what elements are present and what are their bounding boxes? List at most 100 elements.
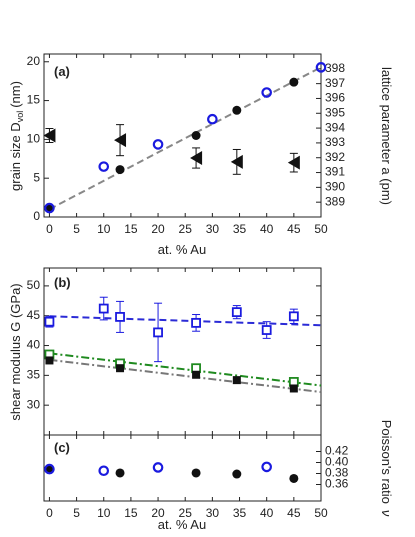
x-tick-label: 30 [206,222,220,236]
data-point [261,325,272,335]
fit-line [49,315,322,327]
y-tick-label: 40 [27,338,41,352]
x-tick-label: 25 [179,506,193,520]
y2-tick-label: 392 [325,150,345,164]
y2-tick-label: 396 [325,91,345,105]
data-point [114,133,127,148]
data-point [116,364,125,373]
panel-a-y2label: lattice parameter a (pm) [379,67,394,205]
data-point [98,303,109,314]
y-tick-label: 20 [27,54,41,68]
data-point [315,62,327,73]
x-tick-label: 25 [179,222,193,236]
data-point [44,463,55,475]
y2-tick-label: 390 [325,180,345,194]
x-tick-label: 15 [124,222,138,236]
y2-tick-label: 395 [325,105,345,119]
fit-line [49,358,322,394]
x-tick-label: 10 [97,222,111,236]
data-point [261,461,272,473]
panel-c-frame [43,434,322,502]
x-tick-label: 40 [260,506,274,520]
panel-a-frame [43,53,322,218]
data-point [153,327,163,338]
x-tick-label: 30 [206,506,220,520]
data-point [44,202,55,214]
fit-line [48,66,322,211]
x-tick-label: 5 [73,222,80,236]
data-point [287,155,300,170]
x-tick-label: 45 [287,506,301,520]
y2-tick-label: 397 [325,76,345,90]
data-point [261,87,272,98]
y2-tick-label: 394 [325,120,345,134]
y2-tick-label: 0.36 [325,477,349,491]
x-tick-label: 50 [314,222,328,236]
y2-tick-label: 398 [325,61,345,75]
data-point [232,105,242,115]
data-point [232,469,242,479]
data-point [44,316,55,327]
data-point [98,465,110,477]
x-tick-label: 0 [46,506,53,520]
data-point [152,462,164,473]
panel-c-xlabel: at. % Au [158,517,206,532]
data-point [231,307,242,318]
x-tick-label: 35 [233,222,247,236]
y2-tick-label: 0.40 [325,455,349,469]
data-point [190,151,203,166]
data-point [44,203,54,213]
panel-c-y2label: Poisson's ratioν [379,420,394,517]
data-point [98,161,110,172]
data-point [115,468,125,478]
data-point [230,154,243,169]
x-tick-label: 20 [151,222,165,236]
x-tick-label: 40 [260,222,274,236]
y-tick-label: 50 [27,278,41,292]
panel-a-ylabel: grain size Dvol(nm) [8,81,25,191]
panel-c: (c) Poisson's ratioν at. % Au 0 5 10 15 20 25… [43,420,394,532]
data-point [192,370,201,379]
y2-tick-label: 0.42 [325,444,349,458]
data-point [115,165,125,175]
panel-c-tag: (c) [54,440,70,455]
y2-tick-label: 391 [325,165,345,179]
fit-line [49,352,322,387]
data-point [289,77,299,87]
x-tick-label: 45 [287,222,301,236]
data-point [43,128,56,143]
data-point [289,384,298,393]
data-point [115,312,125,322]
panel-a: (a) grain size Dvol(nm) lattice paramete… [8,53,394,257]
data-point [152,139,164,150]
y-tick-label: 30 [27,397,41,411]
data-point [207,113,218,125]
y-tick-label: 0 [33,209,40,223]
data-point [45,356,54,365]
y-tick-label: 45 [27,308,41,322]
x-tick-label: 35 [233,506,247,520]
panel-a-xlabel: at. % Au [158,242,206,257]
y2-tick-label: 389 [325,194,345,208]
x-tick-label: 50 [314,506,328,520]
data-point [288,311,299,322]
data-point [191,131,201,140]
x-tick-label: 20 [151,506,165,520]
panel-b-frame [43,267,322,436]
panel-b-ylabel: shear modulus G (GPa) [8,283,23,420]
x-tick-label: 15 [124,506,138,520]
panel-b: (b) shear modulus G (GPa) 30 35 40 45 50 [8,267,322,436]
y-tick-label: 5 [33,170,40,184]
data-point [191,317,201,328]
x-tick-label: 10 [97,506,111,520]
panel-b-tag: (b) [54,275,71,290]
data-point [289,473,299,483]
y2-tick-label: 393 [325,135,345,149]
y-tick-label: 10 [27,132,41,146]
x-tick-label: 0 [46,222,53,236]
data-point [232,376,241,385]
panel-a-tag: (a) [54,64,70,79]
y-tick-label: 15 [27,93,41,107]
y-tick-label: 35 [27,368,41,382]
